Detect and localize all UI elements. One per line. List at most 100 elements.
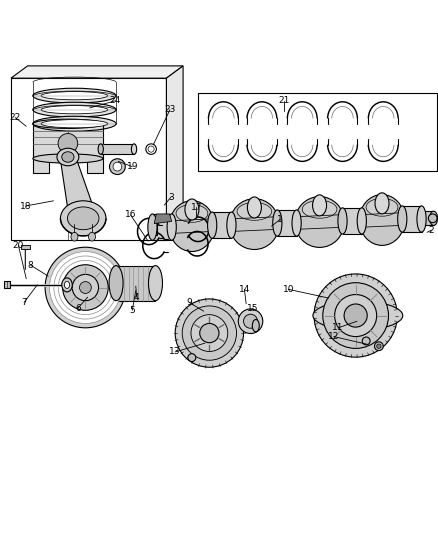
Polygon shape: [101, 144, 134, 155]
Ellipse shape: [273, 210, 282, 236]
Text: 19: 19: [127, 162, 138, 171]
Polygon shape: [166, 66, 183, 240]
Ellipse shape: [88, 232, 95, 241]
Ellipse shape: [80, 281, 91, 294]
Text: 16: 16: [125, 211, 136, 219]
Ellipse shape: [323, 282, 389, 349]
Text: 10: 10: [283, 285, 294, 294]
Text: 9: 9: [186, 298, 192, 307]
Ellipse shape: [72, 274, 99, 301]
Ellipse shape: [338, 208, 347, 234]
Ellipse shape: [200, 324, 219, 343]
Text: 5: 5: [129, 306, 135, 315]
Ellipse shape: [62, 278, 72, 292]
Ellipse shape: [344, 304, 367, 327]
Polygon shape: [402, 206, 421, 232]
Ellipse shape: [131, 144, 137, 155]
Polygon shape: [343, 208, 362, 234]
Ellipse shape: [58, 260, 113, 314]
Ellipse shape: [110, 159, 125, 174]
Ellipse shape: [49, 252, 121, 324]
Polygon shape: [212, 212, 231, 238]
Ellipse shape: [295, 197, 344, 247]
Ellipse shape: [54, 256, 117, 319]
Ellipse shape: [252, 319, 259, 332]
Ellipse shape: [227, 212, 236, 238]
Ellipse shape: [398, 206, 407, 232]
Text: 7: 7: [21, 298, 27, 307]
Text: 11: 11: [332, 324, 344, 332]
Ellipse shape: [71, 232, 78, 241]
Ellipse shape: [146, 144, 156, 155]
Ellipse shape: [230, 199, 279, 249]
Ellipse shape: [98, 144, 103, 155]
Bar: [198, 93, 437, 171]
Text: 22: 22: [10, 113, 21, 122]
Ellipse shape: [176, 205, 208, 222]
Text: 8: 8: [28, 261, 34, 270]
Ellipse shape: [191, 314, 228, 351]
Text: 4: 4: [134, 293, 139, 302]
Text: 23: 23: [164, 105, 176, 114]
Ellipse shape: [244, 314, 258, 328]
Ellipse shape: [60, 201, 106, 236]
Ellipse shape: [33, 102, 116, 117]
Text: 24: 24: [109, 96, 120, 106]
Polygon shape: [152, 219, 157, 235]
Polygon shape: [87, 158, 103, 173]
Ellipse shape: [357, 208, 366, 234]
Polygon shape: [33, 124, 103, 158]
Ellipse shape: [63, 265, 108, 310]
Ellipse shape: [175, 299, 244, 367]
Ellipse shape: [208, 212, 217, 238]
Text: 18: 18: [20, 201, 31, 211]
Ellipse shape: [113, 162, 122, 171]
Polygon shape: [60, 157, 97, 219]
Ellipse shape: [182, 306, 237, 360]
Ellipse shape: [366, 198, 398, 216]
Ellipse shape: [148, 214, 157, 240]
Ellipse shape: [64, 281, 70, 288]
Ellipse shape: [45, 247, 126, 328]
Ellipse shape: [33, 116, 116, 131]
Ellipse shape: [247, 197, 261, 218]
Ellipse shape: [185, 199, 199, 220]
Ellipse shape: [292, 210, 301, 236]
Ellipse shape: [33, 154, 103, 163]
Ellipse shape: [41, 119, 108, 128]
Ellipse shape: [377, 344, 381, 349]
Ellipse shape: [41, 106, 108, 114]
Ellipse shape: [33, 88, 116, 103]
Ellipse shape: [314, 274, 397, 357]
Ellipse shape: [362, 337, 370, 345]
Polygon shape: [154, 214, 172, 223]
Ellipse shape: [375, 193, 389, 214]
Polygon shape: [116, 265, 155, 301]
Ellipse shape: [67, 207, 99, 230]
Text: 14: 14: [239, 285, 250, 294]
Ellipse shape: [302, 200, 337, 218]
Ellipse shape: [359, 195, 405, 245]
Text: 12: 12: [328, 332, 339, 341]
Text: 13: 13: [170, 348, 181, 357]
Ellipse shape: [335, 295, 377, 336]
Ellipse shape: [417, 206, 426, 232]
Ellipse shape: [148, 146, 154, 152]
Ellipse shape: [237, 203, 272, 220]
Ellipse shape: [41, 92, 108, 100]
Polygon shape: [21, 246, 30, 249]
Polygon shape: [277, 210, 297, 236]
Text: 17: 17: [191, 203, 202, 212]
Text: 1: 1: [277, 215, 283, 224]
Ellipse shape: [33, 119, 103, 128]
Polygon shape: [11, 66, 183, 78]
Ellipse shape: [62, 152, 74, 162]
Ellipse shape: [238, 309, 263, 334]
Ellipse shape: [428, 214, 437, 223]
Polygon shape: [4, 281, 10, 288]
Ellipse shape: [167, 214, 176, 240]
Ellipse shape: [58, 134, 78, 153]
Text: 3: 3: [168, 193, 174, 202]
Polygon shape: [152, 214, 172, 240]
Polygon shape: [33, 158, 49, 173]
